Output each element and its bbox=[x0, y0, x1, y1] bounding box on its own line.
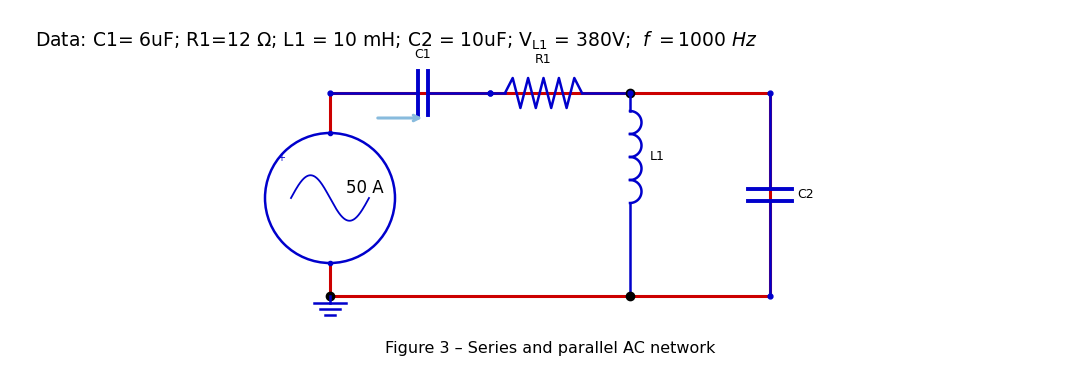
Text: +: + bbox=[278, 153, 285, 163]
Text: 50 A: 50 A bbox=[347, 179, 383, 197]
Text: L1: L1 bbox=[649, 151, 664, 163]
Text: Figure 3 – Series and parallel AC network: Figure 3 – Series and parallel AC networ… bbox=[384, 340, 715, 355]
Text: C2: C2 bbox=[797, 188, 813, 201]
Text: Data: C1= 6uF; R1=12 $\Omega$; L1 = 10 mH; C2 = 10uF; V$_{\mathrm{L1}}$ = 380V; : Data: C1= 6uF; R1=12 $\Omega$; L1 = 10 m… bbox=[35, 30, 758, 52]
Text: R1: R1 bbox=[536, 53, 552, 66]
Text: C1: C1 bbox=[415, 48, 431, 61]
